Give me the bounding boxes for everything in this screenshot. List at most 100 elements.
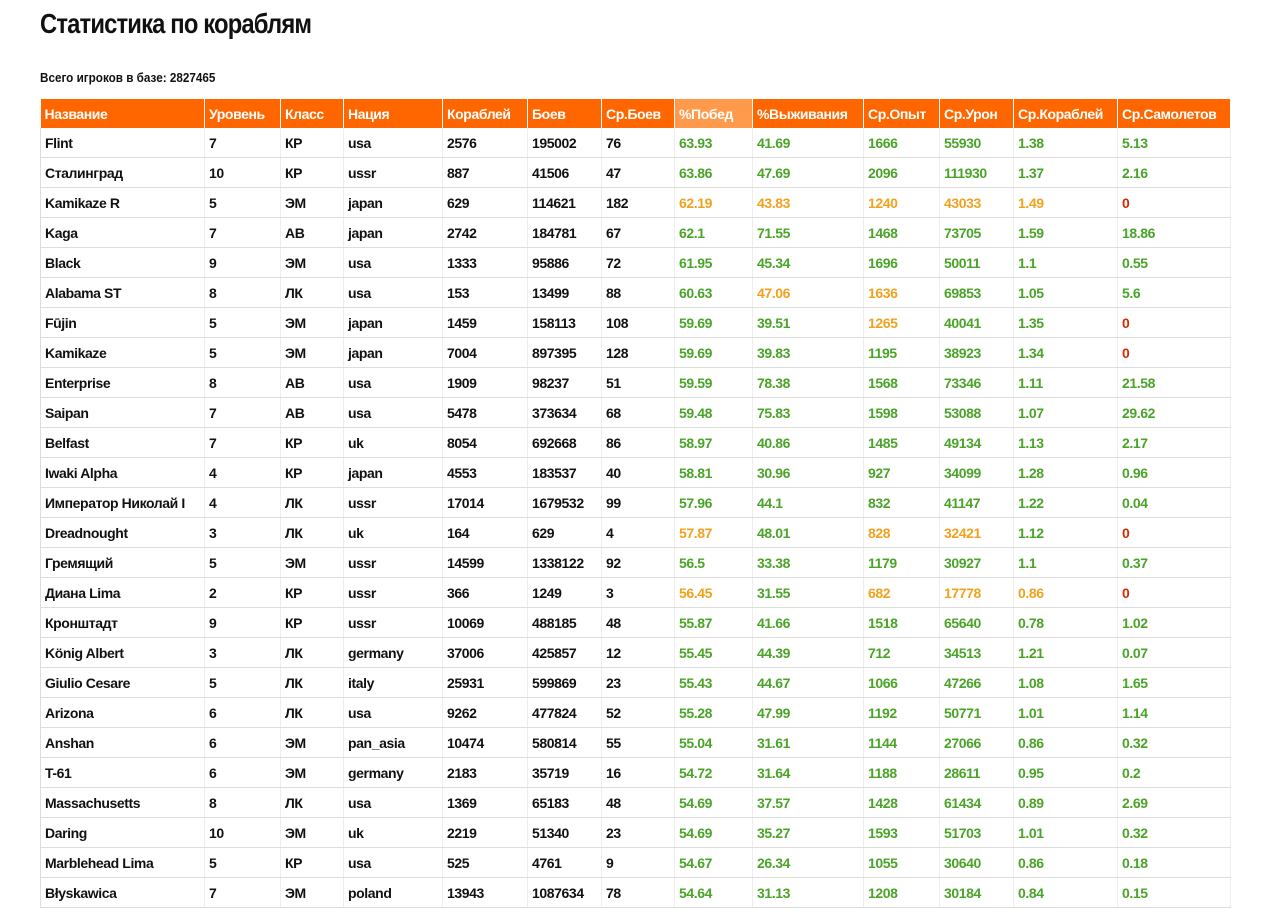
table-cell: 55.43 (674, 667, 753, 698)
table-cell: 629 (527, 517, 602, 548)
table-cell: 40 (601, 457, 675, 488)
table-cell: 16 (601, 757, 675, 788)
table-cell: 5 (204, 307, 281, 338)
table-cell: 2 (204, 577, 281, 608)
table-cell: 153 (442, 277, 528, 308)
table-cell: 50011 (939, 247, 1014, 278)
table-cell: 92 (601, 547, 675, 578)
table-row: Giulio Cesare 5 ЛК italy 25931 599869 23 55.43 4… (40, 667, 1231, 698)
table-cell: 95886 (527, 247, 602, 278)
table-cell: 34513 (939, 637, 1014, 668)
table-cell: КР (280, 128, 344, 158)
table-cell: 108 (601, 307, 675, 338)
table-cell: 51 (601, 367, 675, 398)
table-cell: ЭМ (280, 247, 344, 278)
table-cell: 98237 (527, 367, 602, 398)
table-cell: 8 (204, 367, 281, 398)
table-cell: АВ (280, 367, 344, 398)
table-cell: 58.97 (674, 427, 753, 458)
table-cell: 373634 (527, 397, 602, 428)
table-cell: ussr (343, 487, 443, 518)
table-cell: 23 (601, 817, 675, 848)
table-cell: ussr (343, 547, 443, 578)
table-cell: Alabama ST (40, 277, 205, 308)
table-cell: 0.32 (1117, 727, 1231, 758)
table-cell: 12 (601, 637, 675, 668)
table-cell: 182 (601, 187, 675, 218)
table-cell: 158113 (527, 307, 602, 338)
table-cell: 51703 (939, 817, 1014, 848)
table-row: Диана Lima 2 КР ussr 366 1249 3 56.45 31.55 682 17… (40, 577, 1231, 608)
table-cell: 1195 (863, 337, 940, 368)
table-cell: 68 (601, 397, 675, 428)
page-title: Статистика по кораблям (40, 8, 312, 39)
table-cell: ЭМ (280, 727, 344, 758)
table-cell: 48.01 (752, 517, 864, 548)
table-cell: ЭМ (280, 307, 344, 338)
table-cell: ЛК (280, 517, 344, 548)
table-cell: 59.69 (674, 307, 753, 338)
table-cell: 1909 (442, 367, 528, 398)
table-row: Император Николай I 4 ЛК ussr 17014 1679532 99… (40, 487, 1231, 518)
table-cell: 7 (204, 877, 281, 908)
table-cell: 5 (204, 547, 281, 578)
table-cell: 2576 (442, 128, 528, 158)
table-cell: 1188 (863, 757, 940, 788)
table-cell: poland (343, 877, 443, 908)
table-cell: 10474 (442, 727, 528, 758)
table-cell: 0.55 (1117, 247, 1231, 278)
table-cell: 7 (204, 427, 281, 458)
table-row: Alabama ST 8 ЛК usa 153 13499 88 60.63 47.06 1636… (40, 277, 1231, 308)
table-cell: 55.45 (674, 637, 753, 668)
column-header: Боев (527, 99, 602, 128)
table-cell: 71.55 (752, 217, 864, 248)
table-row: Błyskawica 7 ЭМ poland 13943 1087634 78 54.64 31… (40, 877, 1231, 908)
table-cell: 54.69 (674, 787, 753, 818)
table-cell: ussr (343, 157, 443, 188)
table-cell: 1.02 (1117, 607, 1231, 638)
table-cell: 0.32 (1117, 817, 1231, 848)
table-cell: usa (343, 128, 443, 158)
table-cell: 8 (204, 277, 281, 308)
table-cell: 30.96 (752, 457, 864, 488)
table-cell: 6 (204, 727, 281, 758)
table-cell: usa (343, 247, 443, 278)
table-cell: 45.34 (752, 247, 864, 278)
ship-table: Название Уровень Класс Нация Кораблей Боев Ср.… (40, 99, 1231, 908)
table-cell: КР (280, 457, 344, 488)
table-cell: 599869 (527, 667, 602, 698)
table-cell: 366 (442, 577, 528, 608)
table-cell: 47266 (939, 667, 1014, 698)
table-cell: 55 (601, 727, 675, 758)
table-cell: 17778 (939, 577, 1014, 608)
table-cell: japan (343, 457, 443, 488)
table-cell: 128 (601, 337, 675, 368)
table-cell: 57.96 (674, 487, 753, 518)
table-cell: Błyskawica (40, 877, 205, 908)
table-cell: T-61 (40, 757, 205, 788)
table-row: Fūjin 5 ЭМ japan 1459 158113 108 59.69 39.51 1265… (40, 307, 1231, 338)
table-cell: usa (343, 277, 443, 308)
subtitle: Всего игроков в базе: 2827465 (40, 70, 216, 85)
table-cell: 18.86 (1117, 217, 1231, 248)
table-cell: 54.69 (674, 817, 753, 848)
table-cell: ЭМ (280, 877, 344, 908)
table-cell: Belfast (40, 427, 205, 458)
table-cell: 7 (204, 397, 281, 428)
table-cell: 488185 (527, 607, 602, 638)
table-cell: 1636 (863, 277, 940, 308)
table-cell: 31.61 (752, 727, 864, 758)
table-cell: ЭМ (280, 337, 344, 368)
table-cell: 73346 (939, 367, 1014, 398)
table-cell: 55.28 (674, 697, 753, 728)
table-cell: 2.17 (1117, 427, 1231, 458)
table-cell: 1369 (442, 787, 528, 818)
table-cell: ussr (343, 607, 443, 638)
table-cell: 425857 (527, 637, 602, 668)
table-row: Flint 7 КР usa 2576 195002 76 63.93 41.69 1666 559… (40, 128, 1231, 158)
table-cell: 0 (1117, 337, 1231, 368)
table-cell: 5478 (442, 397, 528, 428)
table-cell: Fūjin (40, 307, 205, 338)
table-cell: 897395 (527, 337, 602, 368)
table-cell: 6 (204, 757, 281, 788)
